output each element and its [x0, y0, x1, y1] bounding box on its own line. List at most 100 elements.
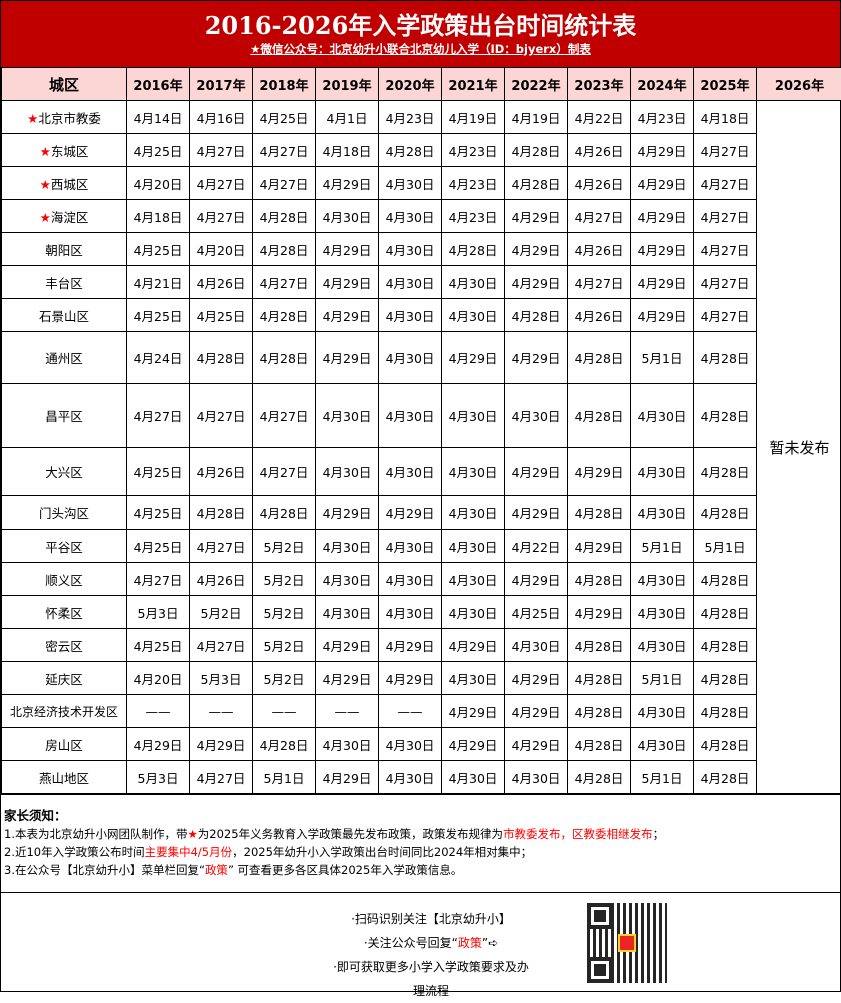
date-cell: 4月26日 [190, 448, 253, 496]
date-cell: 4月30日 [505, 629, 568, 662]
date-cell: 4月29日 [505, 233, 568, 266]
qr-code-icon[interactable] [587, 903, 667, 983]
date-cell: 4月23日 [442, 134, 505, 167]
date-cell: 4月30日 [442, 448, 505, 496]
note-text: 2.近10年入学政策公布时间 [4, 845, 145, 859]
district-cell: 燕山地区 [2, 761, 127, 794]
date-cell: 4月27日 [190, 167, 253, 200]
district-cell: ★海淀区 [2, 200, 127, 233]
date-cell: 4月30日 [631, 563, 694, 596]
date-cell: 4月30日 [379, 233, 442, 266]
date-cell: 5月2日 [253, 629, 316, 662]
date-cell: 5月2日 [253, 530, 316, 563]
date-cell: 4月25日 [127, 134, 190, 167]
date-cell: 4月29日 [316, 266, 379, 299]
star-icon: ★ [40, 144, 51, 159]
header-year: 2017年 [190, 68, 253, 101]
note-text: ； [653, 827, 665, 841]
date-cell: 4月20日 [127, 662, 190, 695]
date-cell: 4月29日 [442, 332, 505, 384]
date-cell: 4月28日 [694, 695, 757, 728]
district-name: 平谷区 [45, 540, 83, 555]
date-cell: 4月30日 [442, 596, 505, 629]
date-cell: 4月30日 [379, 332, 442, 384]
district-name: 昌平区 [45, 409, 83, 424]
subtitle: ★微信公众号：北京幼升小联合北京幼儿入学（ID：bjyerx）制表 [1, 41, 840, 57]
date-cell: 4月29日 [442, 728, 505, 761]
district-cell: 顺义区 [2, 563, 127, 596]
date-cell: 4月24日 [127, 332, 190, 384]
header-district: 城区 [2, 68, 127, 101]
date-cell: 4月30日 [379, 728, 442, 761]
date-cell: 4月30日 [379, 200, 442, 233]
date-cell: 4月27日 [568, 266, 631, 299]
date-cell: 4月30日 [505, 761, 568, 794]
district-cell: ★西城区 [2, 167, 127, 200]
date-cell: —— [379, 695, 442, 728]
footer-section: ·扫码识别关注【北京幼升小】 ·关注公众号回复“政策”➪ ·即可获取更多小学入学… [1, 892, 840, 991]
date-cell: 4月28日 [505, 134, 568, 167]
date-cell: 4月18日 [694, 101, 757, 134]
header-year: 2021年 [442, 68, 505, 101]
date-cell: 4月30日 [442, 662, 505, 695]
district-name: 门头沟区 [39, 506, 89, 521]
date-cell: 4月30日 [379, 530, 442, 563]
date-cell: 4月30日 [442, 563, 505, 596]
date-cell: 4月28日 [568, 563, 631, 596]
district-name: 怀柔区 [45, 606, 83, 621]
district-cell: 昌平区 [2, 384, 127, 448]
district-name: 海淀区 [51, 210, 89, 225]
date-cell: 5月3日 [127, 596, 190, 629]
date-cell: 4月29日 [505, 200, 568, 233]
status-2026: 暂未发布 [757, 101, 841, 794]
date-cell: 4月23日 [379, 101, 442, 134]
date-cell: 4月19日 [505, 101, 568, 134]
date-cell: 4月29日 [316, 332, 379, 384]
date-cell: 4月29日 [505, 563, 568, 596]
date-cell: 4月29日 [505, 496, 568, 530]
date-cell: 4月22日 [505, 530, 568, 563]
date-cell: 4月19日 [442, 101, 505, 134]
star-icon: ★ [40, 177, 51, 192]
date-cell: —— [253, 695, 316, 728]
date-cell: 4月30日 [631, 384, 694, 448]
date-cell: 4月29日 [316, 299, 379, 332]
date-cell: 4月30日 [316, 200, 379, 233]
note-text: 为2025年义务教育入学政策最先发布政策，政策发布规律为 [198, 827, 503, 841]
date-cell: 4月28日 [694, 662, 757, 695]
date-cell: 4月25日 [127, 496, 190, 530]
district-cell: 丰台区 [2, 266, 127, 299]
date-cell: 4月16日 [190, 101, 253, 134]
date-cell: 4月30日 [631, 448, 694, 496]
date-cell: 4月29日 [442, 695, 505, 728]
date-cell: 4月29日 [631, 299, 694, 332]
date-cell: 4月30日 [316, 448, 379, 496]
date-cell: 4月26日 [568, 134, 631, 167]
date-cell: 4月30日 [442, 530, 505, 563]
date-cell: 4月14日 [127, 101, 190, 134]
district-name: 北京市教委 [38, 111, 101, 126]
date-cell: 4月29日 [505, 448, 568, 496]
date-cell: 4月29日 [379, 662, 442, 695]
date-cell: 4月29日 [316, 167, 379, 200]
date-cell: 4月28日 [190, 332, 253, 384]
date-cell: 4月27日 [694, 266, 757, 299]
logo-icon [618, 934, 636, 952]
date-cell: 4月23日 [442, 200, 505, 233]
header-year: 2025年 [694, 68, 757, 101]
star-icon: ★ [27, 111, 38, 126]
district-cell: 石景山区 [2, 299, 127, 332]
note-highlight: 政策 [205, 863, 228, 877]
date-cell: 4月30日 [442, 299, 505, 332]
date-cell: 5月1日 [631, 662, 694, 695]
date-cell: 4月27日 [253, 134, 316, 167]
date-cell: 4月25日 [127, 530, 190, 563]
header-year: 2024年 [631, 68, 694, 101]
star-icon: ★ [187, 827, 197, 841]
date-cell: 4月29日 [316, 662, 379, 695]
